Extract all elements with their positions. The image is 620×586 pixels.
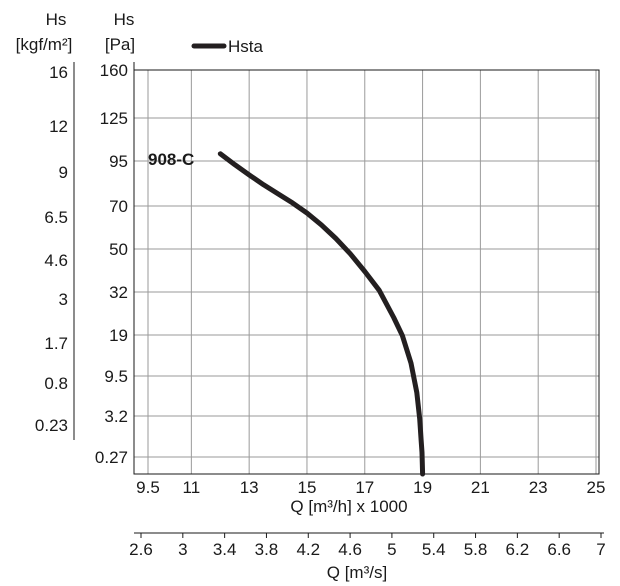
secondary-x-tick-label: 3 (178, 540, 187, 559)
kgf-axis-title-hs: Hs (46, 10, 67, 29)
pa-tick-label: 19 (109, 326, 128, 345)
pa-tick-label: 160 (100, 61, 128, 80)
x-tick-label: 11 (183, 478, 201, 497)
pa-tick-label: 0.27 (95, 448, 128, 467)
x-tick-label: 13 (240, 478, 259, 497)
secondary-x-tick-label: 4.6 (338, 540, 362, 559)
kgf-tick-label: 4.6 (44, 251, 68, 270)
pa-tick-label: 70 (109, 197, 128, 216)
x-tick-label: 19 (413, 478, 432, 497)
x-tick-label: 25 (587, 478, 606, 497)
kgf-tick-label: 1.7 (44, 334, 68, 353)
vertical-gridlines (147, 70, 597, 474)
secondary-x-tick-label: 5.8 (464, 540, 488, 559)
pa-axis-ticks: 160 125 95 70 50 32 19 9.5 3.2 0.27 (95, 61, 128, 467)
pa-tick-label: 50 (109, 240, 128, 259)
secondary-x-axis-title: Q [m³/s] (327, 563, 387, 582)
secondary-x-tick-label: 4.2 (296, 540, 320, 559)
x-tick-label: 21 (471, 478, 490, 497)
x-tick-label: 23 (529, 478, 548, 497)
kgf-axis-title-unit: [kgf/m²] (16, 35, 73, 54)
pa-axis-title-unit: [Pa] (105, 35, 135, 54)
kgf-tick-label: 9 (59, 163, 68, 182)
x-axis-ticks: 9.5 11 13 15 17 19 21 23 25 (136, 478, 605, 497)
pa-tick-label: 9.5 (104, 367, 128, 386)
secondary-x-axis-ticks: 2.6 3 3.4 3.8 4.2 4.6 5 5.4 5.8 6.2 6.6 7 (129, 533, 606, 559)
secondary-x-tick-label: 2.6 (129, 540, 153, 559)
kgf-tick-label: 0.8 (44, 374, 68, 393)
pa-tick-label: 125 (100, 109, 128, 128)
secondary-x-tick-label: 3.8 (255, 540, 279, 559)
secondary-x-tick-label: 5 (387, 540, 396, 559)
model-label: 908-C (148, 150, 194, 169)
kgf-tick-label: 16 (49, 63, 68, 82)
kgf-tick-label: 12 (49, 117, 68, 136)
secondary-x-tick-label: 3.4 (213, 540, 237, 559)
kgf-tick-label: 3 (59, 290, 68, 309)
horizontal-gridlines (134, 69, 599, 458)
legend-label-hsta: Hsta (228, 37, 264, 56)
kgf-tick-label: 0.23 (35, 416, 68, 435)
secondary-x-tick-label: 7 (596, 540, 605, 559)
pa-tick-label: 95 (109, 152, 128, 171)
kgf-tick-label: 6.5 (44, 208, 68, 227)
x-tick-label: 15 (298, 478, 317, 497)
secondary-x-tick-label: 6.2 (506, 540, 530, 559)
x-tick-label: 17 (355, 478, 374, 497)
kgf-axis-ticks: 16 12 9 6.5 4.6 3 1.7 0.8 0.23 (35, 63, 68, 435)
secondary-x-tick-label: 5.4 (422, 540, 446, 559)
x-tick-label: 9.5 (136, 478, 160, 497)
pa-tick-label: 32 (109, 283, 128, 302)
secondary-x-tick-label: 6.6 (547, 540, 571, 559)
x-axis-title: Q [m³/h] x 1000 (290, 497, 407, 516)
pa-axis-title-hs: Hs (114, 10, 135, 29)
curve-hsta (217, 151, 426, 477)
pa-tick-label: 3.2 (104, 407, 128, 426)
